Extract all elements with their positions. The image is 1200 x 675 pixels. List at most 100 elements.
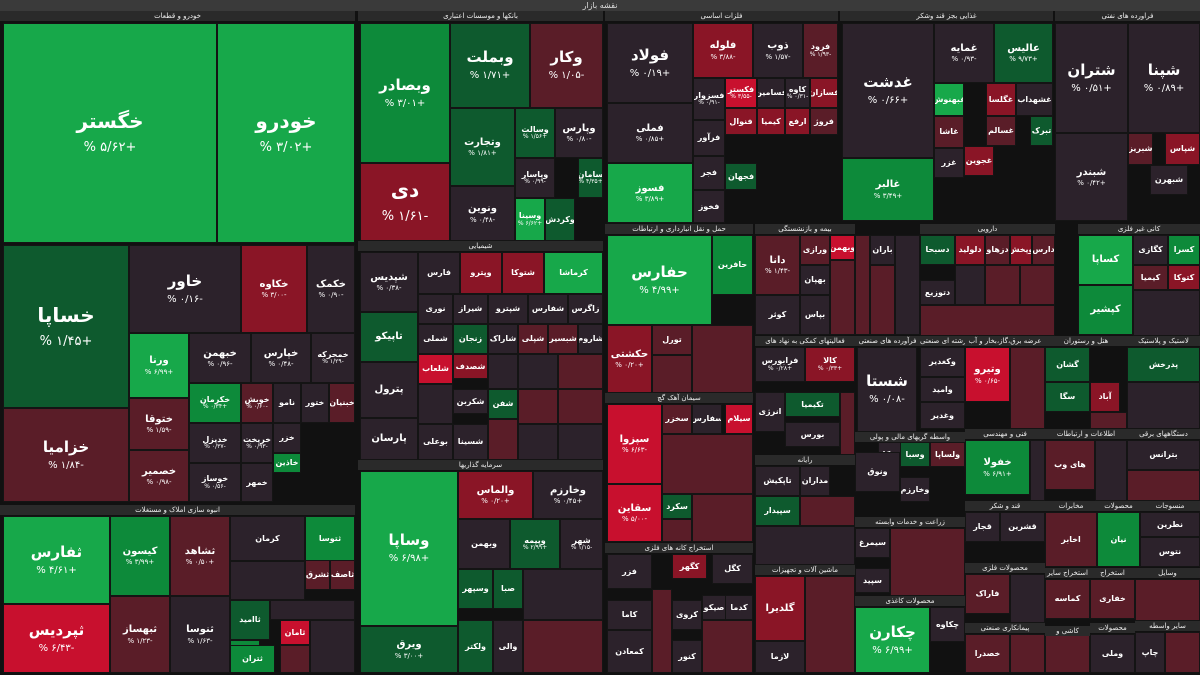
filler-tile[interactable]: [890, 528, 965, 596]
stock-tile[interactable]: دزهاو: [985, 235, 1010, 265]
stock-tile[interactable]: شپلی: [518, 324, 548, 354]
filler-tile[interactable]: [805, 576, 855, 673]
stock-tile[interactable]: سامان +۴/۳۵ %: [578, 158, 603, 198]
filler-tile[interactable]: [1133, 290, 1200, 336]
filler-tile[interactable]: [488, 354, 518, 389]
stock-tile[interactable]: پترول: [360, 362, 418, 418]
stock-tile[interactable]: دسبحا: [920, 235, 955, 265]
stock-tile[interactable]: تورل: [652, 325, 692, 355]
stock-tile[interactable]: شکربن: [453, 389, 488, 414]
filler-tile[interactable]: [518, 389, 558, 424]
stock-tile[interactable]: پدرخش: [1127, 347, 1200, 382]
stock-tile[interactable]: شبهرن: [1150, 165, 1188, 195]
stock-tile[interactable]: شیراز: [453, 294, 488, 324]
stock-tile[interactable]: خوبش -۰/۶۰ %: [241, 383, 273, 423]
stock-tile[interactable]: ثشرق: [305, 560, 330, 590]
stock-tile[interactable]: والی: [493, 620, 523, 673]
stock-tile[interactable]: دانا -۱/۴۳ %: [755, 235, 800, 295]
stock-tile[interactable]: زنجان: [453, 324, 488, 354]
stock-tile[interactable]: کدما: [725, 595, 753, 620]
stock-tile[interactable]: عالیس +۹/۷۳ %: [994, 23, 1053, 83]
stock-tile[interactable]: ثتران: [230, 645, 275, 673]
stock-tile[interactable]: فارس: [418, 252, 460, 294]
stock-tile[interactable]: فزر: [607, 554, 652, 589]
filler-tile[interactable]: [985, 265, 1020, 305]
stock-tile[interactable]: سکرد: [662, 494, 692, 519]
stock-tile[interactable]: باران: [870, 235, 895, 265]
stock-tile[interactable]: کگل: [712, 554, 753, 584]
stock-tile[interactable]: قشرین: [1000, 512, 1045, 542]
stock-tile[interactable]: ثاصف: [330, 560, 355, 590]
stock-tile[interactable]: وبهمن: [830, 235, 855, 260]
stock-tile[interactable]: غزر: [934, 148, 964, 178]
stock-tile[interactable]: شستا -۰/۰۸ %: [857, 347, 917, 432]
stock-tile[interactable]: وکغدیر: [920, 347, 965, 377]
filler-tile[interactable]: [310, 620, 355, 673]
filler-tile[interactable]: [702, 620, 753, 673]
stock-tile[interactable]: گلدیرا: [755, 576, 805, 641]
stock-tile[interactable]: چکاوه: [930, 607, 965, 642]
stock-tile[interactable]: وپاسار -۰/۹۹ %: [515, 158, 555, 198]
stock-tile[interactable]: کمعادن: [607, 630, 652, 673]
stock-tile[interactable]: خبهمن -۰/۹۶ %: [189, 333, 251, 383]
stock-tile[interactable]: کگازی: [1133, 235, 1168, 265]
stock-tile[interactable]: چکارن +۶/۹۹ %: [855, 607, 930, 673]
stock-tile[interactable]: فخوز: [693, 190, 725, 223]
stock-tile[interactable]: خاذین: [273, 453, 301, 473]
stock-tile[interactable]: کماسه: [1045, 579, 1090, 619]
stock-tile[interactable]: بترانس: [1127, 440, 1200, 470]
stock-tile[interactable]: ثاامید: [230, 600, 270, 640]
stock-tile[interactable]: ولساپا: [930, 442, 965, 467]
stock-tile[interactable]: نیان: [1097, 512, 1140, 567]
stock-tile[interactable]: سگا: [1045, 382, 1090, 412]
stock-tile[interactable]: وسالت +۱/۵۶ %: [515, 108, 555, 158]
stock-tile[interactable]: فرود -۱/۹۳ %: [803, 23, 838, 78]
stock-tile[interactable]: پارسان: [360, 418, 418, 460]
stock-tile[interactable]: شپاس: [1165, 133, 1200, 165]
stock-tile[interactable]: کالا +۰/۳۳ %: [805, 347, 855, 382]
stock-tile[interactable]: خریخت -۰/۹۳ %: [241, 423, 273, 463]
stock-tile[interactable]: صبا: [493, 569, 523, 609]
stock-tile[interactable]: ختور: [301, 383, 329, 423]
stock-tile[interactable]: وساپا +۶/۹۸ %: [360, 471, 458, 626]
stock-tile[interactable]: کساپا: [1078, 235, 1133, 285]
stock-tile[interactable]: حکشتی +۰/۲۰ %: [607, 325, 652, 393]
stock-tile[interactable]: شفن: [488, 389, 518, 419]
stock-tile[interactable]: سخزر: [662, 404, 692, 434]
filler-tile[interactable]: [692, 494, 753, 542]
stock-tile[interactable]: سفارس: [692, 404, 722, 434]
stock-tile[interactable]: غمایه -۰/۹۳ %: [934, 23, 994, 83]
stock-tile[interactable]: سیلام: [725, 404, 753, 434]
filler-tile[interactable]: [1095, 440, 1127, 501]
stock-tile[interactable]: ثتوسا: [305, 516, 355, 561]
stock-tile[interactable]: کرمان: [230, 516, 305, 561]
filler-tile[interactable]: [558, 389, 603, 424]
stock-tile[interactable]: ثپردیس -۶/۴۳ %: [3, 604, 110, 673]
stock-tile[interactable]: خصمیر -۰/۹۸ %: [129, 450, 189, 502]
stock-tile[interactable]: غاشا: [934, 116, 964, 148]
stock-tile[interactable]: تکیمیا: [785, 392, 840, 417]
stock-tile[interactable]: خساپا +۱/۴۵ %: [3, 245, 129, 408]
stock-tile[interactable]: غسالم: [986, 116, 1016, 146]
stock-tile[interactable]: خپارس -۰/۴۸ %: [251, 333, 311, 383]
stock-tile[interactable]: اخابر: [1045, 512, 1097, 567]
filler-tile[interactable]: [662, 434, 753, 494]
stock-tile[interactable]: بورس: [785, 422, 840, 447]
stock-tile[interactable]: فرابورس +۰/۲۸ %: [755, 347, 805, 382]
stock-tile[interactable]: ذوب -۱/۵۷ %: [753, 23, 803, 78]
filler-tile[interactable]: [1010, 347, 1045, 429]
filler-tile[interactable]: [652, 355, 692, 393]
filler-tile[interactable]: [1135, 579, 1200, 621]
stock-tile[interactable]: ولکتر: [458, 620, 493, 673]
stock-tile[interactable]: کیمیا: [757, 108, 785, 135]
stock-tile[interactable]: نوری: [418, 294, 453, 324]
filler-tile[interactable]: [1030, 440, 1045, 501]
filler-tile[interactable]: [840, 392, 855, 455]
stock-tile[interactable]: وتجارت +۱/۸۱ %: [450, 108, 515, 186]
filler-tile[interactable]: [692, 325, 753, 393]
stock-tile[interactable]: کوثر: [755, 295, 800, 335]
stock-tile[interactable]: خمهر: [241, 463, 273, 502]
stock-tile[interactable]: وکار -۱/۰۵ %: [530, 23, 603, 108]
stock-tile[interactable]: کیمیا: [1133, 265, 1168, 290]
stock-tile[interactable]: حفارس +۴/۹۹ %: [607, 235, 712, 325]
